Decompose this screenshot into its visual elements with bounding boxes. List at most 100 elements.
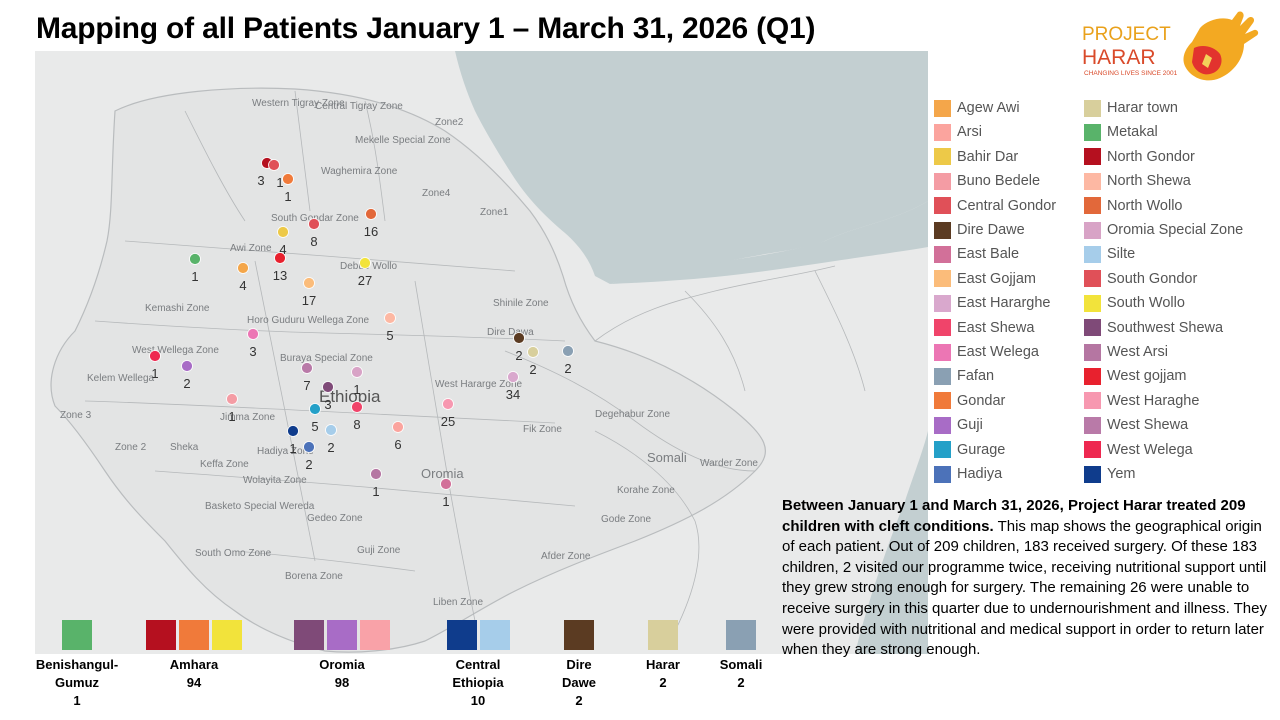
- patient-marker[interactable]: [440, 478, 452, 490]
- map-region-label: Wolayita Zone: [243, 475, 307, 486]
- legend-label: Harar town: [1107, 100, 1178, 116]
- legend-item[interactable]: North Shewa: [1084, 171, 1191, 191]
- legend-item[interactable]: South Wollo: [1084, 293, 1185, 313]
- legend-item[interactable]: Gondar: [934, 391, 1005, 411]
- legend-swatch: [934, 99, 951, 117]
- marker-count-label: 25: [441, 414, 455, 429]
- legend-item[interactable]: West Shewa: [1084, 415, 1188, 435]
- patient-marker[interactable]: [513, 332, 525, 344]
- region-swatch: [179, 620, 209, 650]
- map-region-label: South Omo Zone: [195, 548, 272, 559]
- legend-swatch: [934, 245, 951, 263]
- legend-item[interactable]: West gojjam: [1084, 366, 1187, 386]
- legend-item[interactable]: Hadiya: [934, 464, 1002, 484]
- patient-map[interactable]: Western Tigray Zone Central Tigray Zone …: [35, 51, 928, 654]
- patient-marker[interactable]: [322, 381, 334, 393]
- map-region-label: Keffa Zone: [200, 459, 249, 470]
- region-count: 94: [186, 675, 202, 690]
- patient-marker[interactable]: [507, 371, 519, 383]
- legend-item[interactable]: Oromia Special Zone: [1084, 220, 1243, 240]
- patient-marker[interactable]: [277, 226, 289, 238]
- patient-marker[interactable]: [351, 401, 363, 413]
- patient-marker[interactable]: [325, 424, 337, 436]
- legend-item[interactable]: Buno Bedele: [934, 171, 1040, 191]
- legend-item[interactable]: Gurage: [934, 440, 1005, 460]
- legend-label: Guji: [957, 417, 983, 434]
- patient-marker[interactable]: [359, 257, 371, 269]
- map-region-label: West Hararge Zone: [435, 379, 523, 390]
- legend-item[interactable]: East Hararghe: [934, 293, 1051, 313]
- patient-marker[interactable]: [384, 312, 396, 324]
- patient-marker[interactable]: [365, 208, 377, 220]
- legend-swatch: [1084, 172, 1101, 190]
- patient-marker[interactable]: [303, 441, 315, 453]
- patient-marker[interactable]: [287, 425, 299, 437]
- legend-item[interactable]: Guji: [934, 415, 983, 435]
- patient-marker[interactable]: [226, 393, 238, 405]
- legend-label: Buno Bedele: [957, 173, 1041, 190]
- legend-label: West Haraghe: [1107, 392, 1200, 409]
- legend-item[interactable]: North Gondor: [1084, 147, 1195, 167]
- legend-item[interactable]: Central Gondor: [934, 196, 1056, 216]
- legend-item[interactable]: Harar town: [1084, 98, 1178, 118]
- indian-ocean-water: [855, 431, 928, 654]
- patient-marker[interactable]: [274, 252, 286, 264]
- region-total: Oromia 98: [292, 620, 392, 692]
- marker-count-label: 1: [191, 269, 198, 284]
- patient-marker[interactable]: [303, 277, 315, 289]
- map-region-label: Mekelle Special Zone: [355, 135, 451, 146]
- map-region-label: Jimma Zone: [220, 412, 275, 423]
- map-region-label: Western Tigray Zone: [252, 98, 345, 109]
- legend-item[interactable]: North Wollo: [1084, 196, 1182, 216]
- region-count: 1: [73, 693, 81, 708]
- region-count: 10: [470, 693, 486, 708]
- legend-item[interactable]: West Welega: [1084, 440, 1193, 460]
- patient-marker[interactable]: [392, 421, 404, 433]
- patient-marker[interactable]: [351, 366, 363, 378]
- patient-marker[interactable]: [181, 360, 193, 372]
- patient-marker[interactable]: [301, 362, 313, 374]
- legend-item[interactable]: South Gondor: [1084, 269, 1197, 289]
- legend-item[interactable]: Bahir Dar: [934, 147, 1018, 167]
- patient-marker[interactable]: [527, 346, 539, 358]
- patient-marker[interactable]: [442, 398, 454, 410]
- patient-marker[interactable]: [562, 345, 574, 357]
- legend-item[interactable]: West Arsi: [1084, 342, 1168, 362]
- marker-count-label: 16: [364, 224, 378, 239]
- legend-swatch: [934, 416, 951, 434]
- legend-swatch: [934, 392, 951, 410]
- legend-item[interactable]: Dire Dawe: [934, 220, 1025, 240]
- legend-item[interactable]: Metakal: [1084, 122, 1158, 142]
- marker-count-label: 2: [564, 361, 571, 376]
- legend-item[interactable]: Silte: [1084, 244, 1135, 264]
- legend-item[interactable]: East Bale: [934, 244, 1019, 264]
- patient-marker[interactable]: [247, 328, 259, 340]
- legend-item[interactable]: East Gojjam: [934, 269, 1036, 289]
- patient-marker[interactable]: [370, 468, 382, 480]
- patient-marker[interactable]: [149, 350, 161, 362]
- legend-item[interactable]: East Welega: [934, 342, 1039, 362]
- patient-marker[interactable]: [189, 253, 201, 265]
- region-swatch: [648, 620, 678, 650]
- legend-item[interactable]: Agew Awi: [934, 98, 1020, 118]
- legend-item[interactable]: Yem: [1084, 464, 1135, 484]
- marker-count-label: 1: [289, 441, 296, 456]
- patient-marker[interactable]: [308, 218, 320, 230]
- patient-marker[interactable]: [282, 173, 294, 185]
- legend-swatch: [1084, 99, 1101, 117]
- map-region-label: Liben Zone: [433, 597, 483, 608]
- legend-item[interactable]: Arsi: [934, 122, 982, 142]
- map-region-label: Awi Zone: [230, 243, 272, 254]
- region-name: Amhara: [169, 657, 219, 672]
- marker-count-label: 1: [442, 494, 449, 509]
- region-name: Oromia: [319, 657, 365, 672]
- legend-item[interactable]: Fafan: [934, 366, 994, 386]
- legend-item[interactable]: Southwest Shewa: [1084, 318, 1223, 338]
- map-region-label: Gode Zone: [601, 514, 651, 525]
- legend-swatch: [1084, 416, 1101, 434]
- legend-item[interactable]: East Shewa: [934, 318, 1034, 338]
- legend-item[interactable]: West Haraghe: [1084, 391, 1199, 411]
- patient-marker[interactable]: [309, 403, 321, 415]
- patient-marker[interactable]: [268, 159, 280, 171]
- patient-marker[interactable]: [237, 262, 249, 274]
